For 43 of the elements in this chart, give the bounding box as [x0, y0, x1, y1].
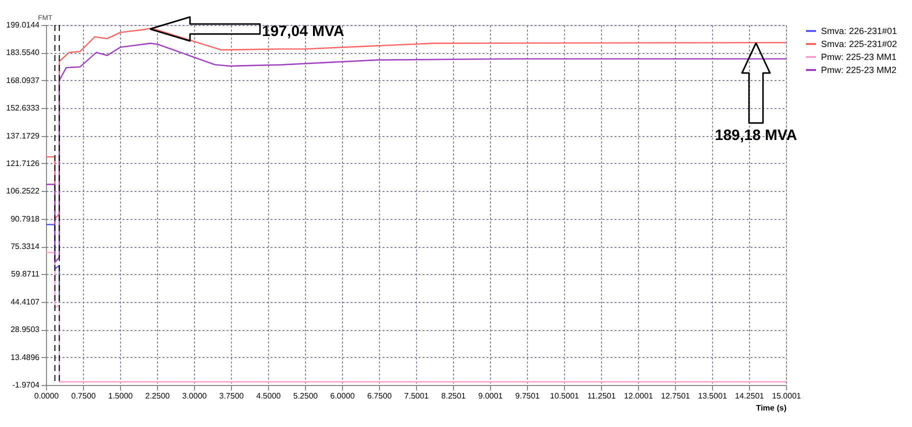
x-tick-label: 10.5001 [550, 392, 580, 400]
x-tick-label: 6.7500 [367, 392, 392, 400]
line-series [45, 252, 787, 382]
y-tick-label: 59.8711 [11, 270, 40, 279]
x-tick-label: 12.0001 [624, 392, 654, 400]
x-tick-label: 9.7501 [515, 392, 540, 400]
x-tick-label: 14.2501 [735, 392, 765, 400]
x-tick-label: 8.2501 [441, 392, 466, 400]
annotation: 197,04 MVA [262, 23, 344, 40]
y-tick-label: 152.6333 [6, 104, 40, 113]
y-tick-label: 121.7126 [6, 158, 40, 168]
y-tick-label: 168.0937 [6, 76, 40, 85]
annotation: 189,18 MVA [714, 127, 798, 144]
x-tick-label: 11.2501 [587, 392, 616, 400]
legend-label: Smva: 225-231#02 [821, 39, 898, 49]
y-tick-label: 44.4107 [10, 297, 40, 306]
legend-label: Pmw: 225-23 MM2 [821, 65, 897, 75]
x-tick-label: 12.7501 [661, 392, 691, 400]
y-tick-label: 90.7918 [10, 214, 40, 224]
x-tick-label: 13.5001 [698, 392, 728, 400]
x-tick-label: 3.0000 [182, 392, 208, 400]
x-tick-label: 1.5000 [108, 392, 134, 400]
x-tick-label: 15.0001 [772, 392, 802, 400]
x-tick-label: 5.2500 [293, 392, 318, 400]
y-tick-label: 75.3314 [10, 242, 40, 252]
x-tick-label: 7.5001 [404, 392, 430, 400]
x-tick-label: 3.7500 [219, 392, 244, 400]
x-axis-title: Time (s) [756, 404, 787, 412]
legend-label: Pmw: 225-23 MM1 [821, 52, 897, 62]
y-tick-label: 137.1729 [6, 131, 40, 140]
x-tick-label: 0.7500 [71, 392, 96, 400]
y-tick-label: -1.9704 [12, 380, 40, 390]
x-tick-label: 4.5000 [256, 392, 282, 400]
y-tick-label: 13.4896 [10, 352, 40, 362]
legend-label: Smva: 226-231#01 [821, 26, 898, 36]
y-tick-label: 183.5540 [6, 48, 40, 58]
y-tick-label: 199.0144 [6, 20, 40, 30]
x-tick-label: 0.0000 [34, 392, 60, 400]
y-tick-label: 106.2522 [6, 186, 40, 196]
x-tick-label: 9.0001 [478, 392, 504, 400]
x-tick-label: 2.2500 [145, 392, 170, 400]
x-tick-label: 6.0000 [330, 392, 356, 400]
y-tick-label: 28.9503 [10, 325, 40, 334]
